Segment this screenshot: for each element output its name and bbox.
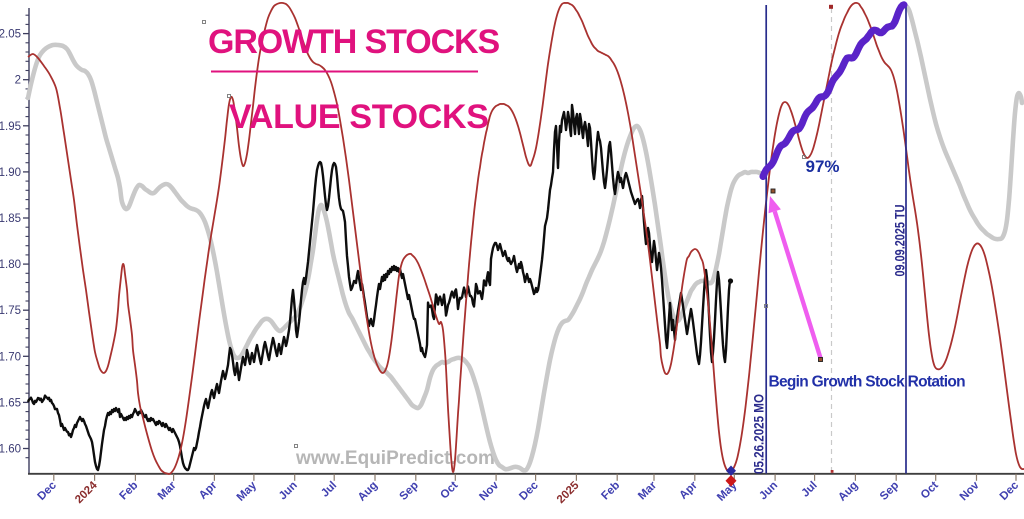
svg-text:97%: 97%: [806, 157, 840, 176]
svg-text:1.90: 1.90: [0, 167, 21, 179]
svg-text:2.05: 2.05: [0, 29, 21, 41]
svg-text:GROWTH STOCKS: GROWTH STOCKS: [208, 23, 499, 61]
svg-text:09.09.2025 TU: 09.09.2025 TU: [892, 205, 908, 277]
svg-text:1.75: 1.75: [0, 305, 21, 317]
svg-text:05.26.2025 MO: 05.26.2025 MO: [751, 394, 767, 474]
svg-text:1.70: 1.70: [0, 351, 21, 363]
svg-text:1.85: 1.85: [0, 213, 21, 225]
svg-text:www.EquiPredict.com: www.EquiPredict.com: [295, 448, 495, 469]
svg-text:1.80: 1.80: [0, 259, 21, 271]
svg-text:Begin Growth Stock Rotation: Begin Growth Stock Rotation: [769, 374, 966, 391]
svg-text:VALUE STOCKS: VALUE STOCKS: [229, 98, 489, 136]
svg-text:1.95: 1.95: [0, 121, 21, 133]
svg-text:2: 2: [15, 75, 21, 87]
svg-text:1.65: 1.65: [0, 397, 21, 409]
svg-text:1.60: 1.60: [0, 444, 21, 456]
